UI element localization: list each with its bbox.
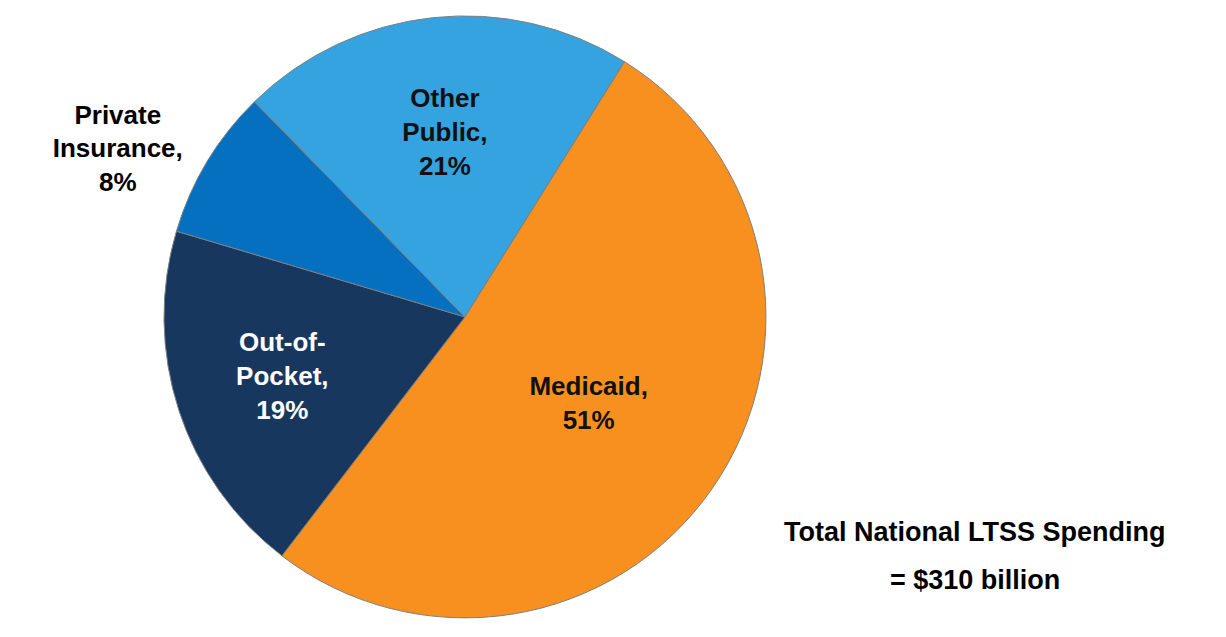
svg-text:= $310 billion: = $310 billion	[890, 565, 1060, 595]
svg-text:OtherPublic,21%: OtherPublic,21%	[402, 83, 487, 181]
svg-text:PrivateInsurance,8%: PrivateInsurance,8%	[53, 100, 183, 198]
svg-text:Medicaid,51%: Medicaid,51%	[529, 371, 647, 435]
svg-text:Out-of-Pocket,19%: Out-of-Pocket,19%	[236, 327, 329, 425]
svg-text:Total National LTSS Spending: Total National LTSS Spending	[784, 517, 1166, 547]
